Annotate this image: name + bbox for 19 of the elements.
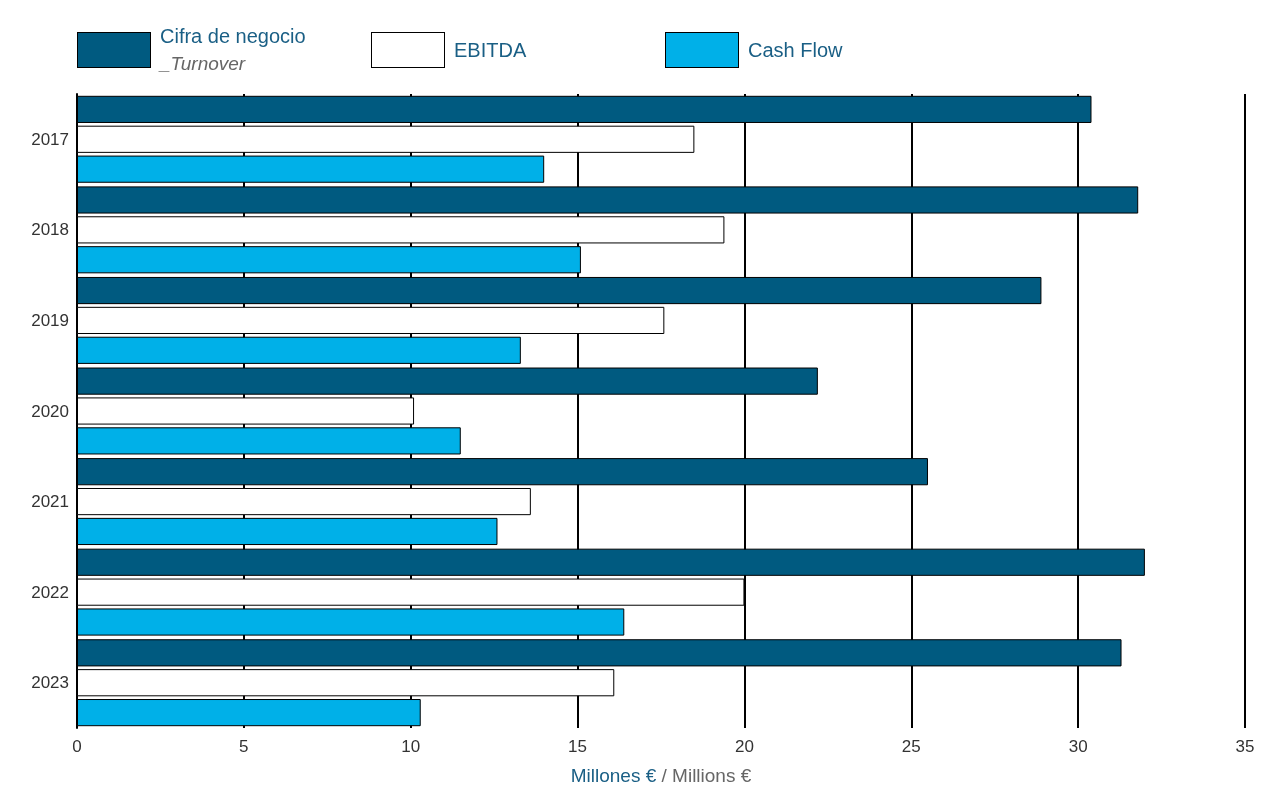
y-tick-label: 2020: [31, 401, 69, 421]
y-tick-label: 2023: [31, 673, 69, 693]
x-tick-label: 35: [1235, 737, 1255, 756]
x-tick-label: 25: [901, 737, 921, 756]
legend-label: Cifra de negocio _Turnover: [160, 24, 306, 76]
x-tick-label: 5: [239, 737, 249, 756]
x-tick-label: 0: [72, 737, 82, 756]
x-tick-label: 20: [734, 737, 754, 756]
x-tick-label: 30: [1068, 737, 1088, 756]
x-tick-label: 15: [568, 737, 588, 756]
y-tick-label: 2018: [31, 220, 69, 240]
x-tick-label: 10: [401, 737, 421, 756]
y-tick-label: 2017: [31, 129, 69, 149]
legend-label: Cash Flow: [748, 38, 843, 63]
y-tick-label: 2021: [31, 492, 69, 512]
y-tick-label: 2019: [31, 310, 69, 330]
x-axis-title: Millones € / Millions €: [570, 765, 752, 786]
y-tick-label: 2022: [31, 582, 69, 602]
legend-label: EBITDA: [454, 38, 527, 63]
